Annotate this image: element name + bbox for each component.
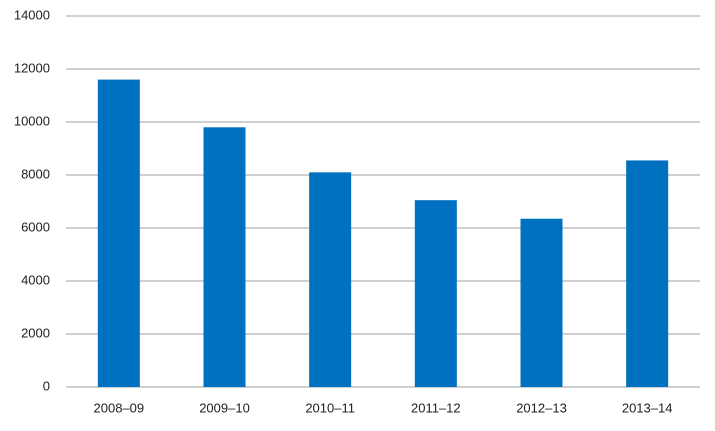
bar <box>520 218 563 387</box>
bar <box>626 160 669 387</box>
y-tick-label: 4000 <box>21 272 50 287</box>
bar <box>97 79 140 387</box>
bar <box>414 200 457 387</box>
x-tick-label: 2008–09 <box>94 400 145 415</box>
x-tick-label: 2012–13 <box>516 400 567 415</box>
y-tick-label: 12000 <box>14 60 50 75</box>
y-tick-label: 14000 <box>14 7 50 22</box>
y-tick-label: 8000 <box>21 166 50 181</box>
bar <box>309 172 352 387</box>
bar <box>203 127 246 388</box>
y-tick-label: 0 <box>43 378 50 393</box>
x-tick-label: 2013–14 <box>622 400 673 415</box>
x-tick-label: 2009–10 <box>199 400 250 415</box>
y-tick-label: 2000 <box>21 325 50 340</box>
y-tick-label: 6000 <box>21 219 50 234</box>
y-tick-label: 10000 <box>14 113 50 128</box>
x-tick-label: 2011–12 <box>411 400 461 415</box>
x-tick-label: 2010–11 <box>305 400 355 415</box>
